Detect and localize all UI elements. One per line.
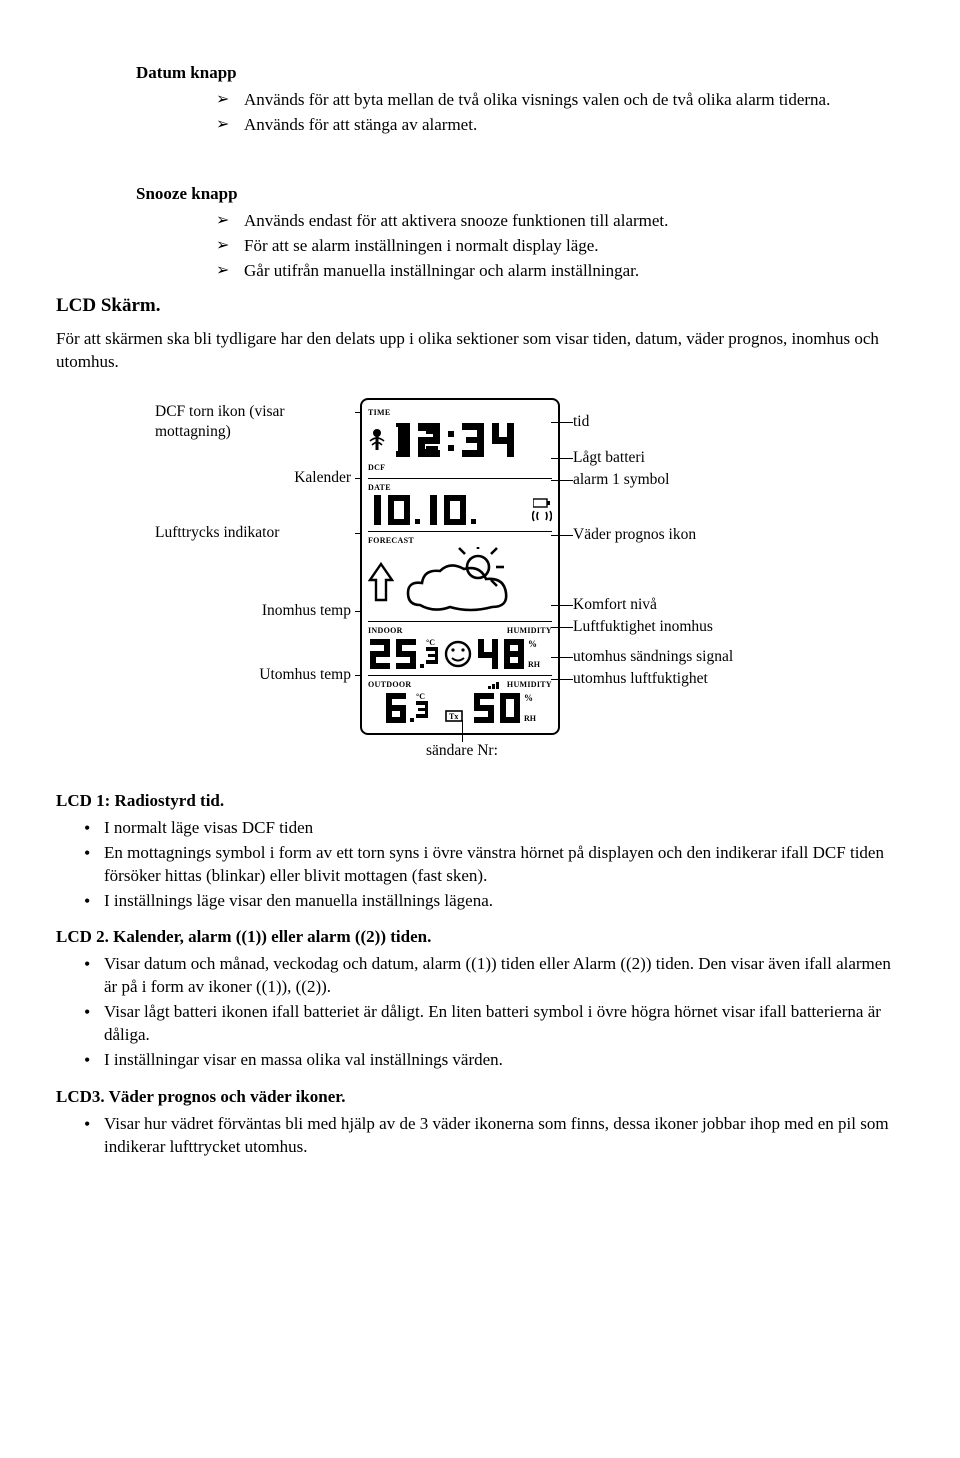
label-signal: utomhus sändnings signal bbox=[573, 647, 805, 667]
datum-knapp-section: Datum knapp Används för att byta mellan … bbox=[56, 62, 904, 137]
list-item: Används för att byta mellan de två olika… bbox=[216, 89, 904, 112]
list-text: För att se alarm inställningen i normalt… bbox=[244, 236, 599, 255]
list-text: I inställnings läge visar den manuella i… bbox=[104, 891, 493, 910]
label-inomhus: Inomhus temp bbox=[155, 601, 355, 621]
lcd2-heading: LCD 2. Kalender, alarm ((1)) eller alarm… bbox=[56, 926, 904, 949]
list-item: Visar hur vädret förväntas bli med hjälp… bbox=[78, 1113, 904, 1159]
svg-text:°C: °C bbox=[426, 638, 435, 647]
lcd3-list: Visar hur vädret förväntas bli med hjälp… bbox=[78, 1113, 904, 1159]
pressure-arrow-icon bbox=[368, 560, 394, 604]
lcd-skarm-paragraph: För att skärmen ska bli tydligare har de… bbox=[56, 328, 904, 374]
lcd-dcf-label: DCF bbox=[368, 463, 552, 474]
label-alarm1: alarm 1 symbol bbox=[573, 470, 805, 490]
svg-text:RH: RH bbox=[524, 714, 537, 723]
label-tid: tid bbox=[573, 412, 805, 432]
list-text: Går utifrån manuella inställningar och a… bbox=[244, 261, 639, 280]
list-item: I inställnings läge visar den manuella i… bbox=[78, 890, 904, 913]
lcd-forecast-section: FORECAST bbox=[368, 531, 552, 621]
label-dcf: DCF torn ikon (visar mottagning) bbox=[155, 402, 355, 442]
list-item: Används endast för att aktivera snooze f… bbox=[216, 210, 904, 233]
list-text: Visar lågt batteri ikonen ifall batterie… bbox=[104, 1002, 881, 1044]
lcd-right-labels: tid Lågt batteri alarm 1 symbol Väder pr… bbox=[565, 398, 805, 691]
snooze-knapp-section: Snooze knapp Används endast för att akti… bbox=[56, 183, 904, 283]
label-komfort: Komfort nivå bbox=[573, 595, 805, 615]
snooze-knapp-list: Används endast för att aktivera snooze f… bbox=[216, 210, 904, 283]
lcd2-list: Visar datum och månad, veckodag och datu… bbox=[78, 953, 904, 1072]
list-text: En mottagnings symbol i form av ett torn… bbox=[104, 843, 884, 885]
list-item: För att se alarm inställningen i normalt… bbox=[216, 235, 904, 258]
lcd-indoor-label: INDOOR bbox=[368, 626, 403, 637]
list-item: En mottagnings symbol i form av ett torn… bbox=[78, 842, 904, 888]
lcd-forecast-label: FORECAST bbox=[368, 536, 552, 547]
lcd-humidity-label: HUMIDITY bbox=[507, 626, 552, 637]
time-digits-icon bbox=[392, 419, 542, 461]
datum-knapp-list: Används för att byta mellan de två olika… bbox=[216, 89, 904, 137]
lcd-outdoor-label: OUTDOOR bbox=[368, 680, 411, 691]
label-lagt-batteri: Lågt batteri bbox=[573, 448, 805, 468]
list-item: I normalt läge visas DCF tiden bbox=[78, 817, 904, 840]
lcd-humidity2-label: HUMIDITY bbox=[507, 680, 552, 691]
alarm-symbol-icon bbox=[532, 510, 552, 522]
lcd-date-label: DATE bbox=[368, 483, 552, 494]
svg-text:Tx: Tx bbox=[449, 712, 458, 721]
svg-text:%: % bbox=[528, 639, 537, 649]
list-item: Visar datum och månad, veckodag och datu… bbox=[78, 953, 904, 999]
label-kalender: Kalender bbox=[155, 468, 355, 488]
list-item: Visar lågt batteri ikonen ifall batterie… bbox=[78, 1001, 904, 1047]
list-item: Används för att stänga av alarmet. bbox=[216, 114, 904, 137]
list-text: Används för att stänga av alarmet. bbox=[244, 115, 477, 134]
weather-icon bbox=[400, 547, 530, 617]
list-text: Visar hur vädret förväntas bli med hjälp… bbox=[104, 1114, 889, 1156]
label-utomhus: Utomhus temp bbox=[155, 665, 355, 685]
lcd3-heading: LCD3. Väder prognos och väder ikoner. bbox=[56, 1086, 904, 1109]
lcd-skarm-heading: LCD Skärm. bbox=[56, 293, 904, 319]
lcd1-list: I normalt läge visas DCF tiden En mottag… bbox=[78, 817, 904, 913]
tower-icon bbox=[368, 427, 386, 453]
label-lufttryck: Lufttrycks indikator bbox=[155, 523, 355, 543]
label-sandare: sändare Nr: bbox=[426, 742, 498, 759]
lcd-outdoor-section: OUTDOOR HUMIDITY bbox=[368, 675, 552, 729]
list-text: I normalt läge visas DCF tiden bbox=[104, 818, 313, 837]
lcd1-heading: LCD 1: Radiostyrd tid. bbox=[56, 790, 904, 813]
outdoor-readout-icon: °C Tx bbox=[368, 691, 548, 725]
svg-text:RH: RH bbox=[528, 660, 541, 669]
label-luftfukt-in: Luftfuktighet inomhus bbox=[573, 617, 805, 637]
date-digits-icon bbox=[368, 493, 498, 527]
list-text: Används endast för att aktivera snooze f… bbox=[244, 211, 668, 230]
list-text: I inställningar visar en massa olika val… bbox=[104, 1050, 503, 1069]
snooze-knapp-heading: Snooze knapp bbox=[136, 183, 904, 206]
list-item: I inställningar visar en massa olika val… bbox=[78, 1049, 904, 1072]
lcd-diagram: DCF torn ikon (visar mottagning) Kalende… bbox=[56, 398, 904, 762]
lcd-device: TIME bbox=[360, 398, 560, 762]
list-text: Visar datum och månad, veckodag och datu… bbox=[104, 954, 891, 996]
label-vader: Väder prognos ikon bbox=[573, 525, 805, 545]
list-text: Används för att byta mellan de två olika… bbox=[244, 90, 830, 109]
lcd-time-label: TIME bbox=[368, 408, 552, 419]
lcd-left-labels: DCF torn ikon (visar mottagning) Kalende… bbox=[155, 398, 355, 687]
label-luftfukt-ut: utomhus luftfuktighet bbox=[573, 669, 805, 689]
list-item: Går utifrån manuella inställningar och a… bbox=[216, 260, 904, 283]
svg-text:%: % bbox=[524, 693, 533, 703]
lcd-date-section: DATE bbox=[368, 478, 552, 532]
svg-text:°C: °C bbox=[416, 692, 425, 701]
lcd-time-section: TIME bbox=[368, 404, 552, 478]
datum-knapp-heading: Datum knapp bbox=[136, 62, 904, 85]
battery-icon bbox=[533, 498, 551, 508]
indoor-readout-icon: °C bbox=[368, 637, 548, 671]
signal-bars-icon bbox=[488, 681, 504, 689]
lcd-indoor-section: INDOOR HUMIDITY bbox=[368, 621, 552, 675]
